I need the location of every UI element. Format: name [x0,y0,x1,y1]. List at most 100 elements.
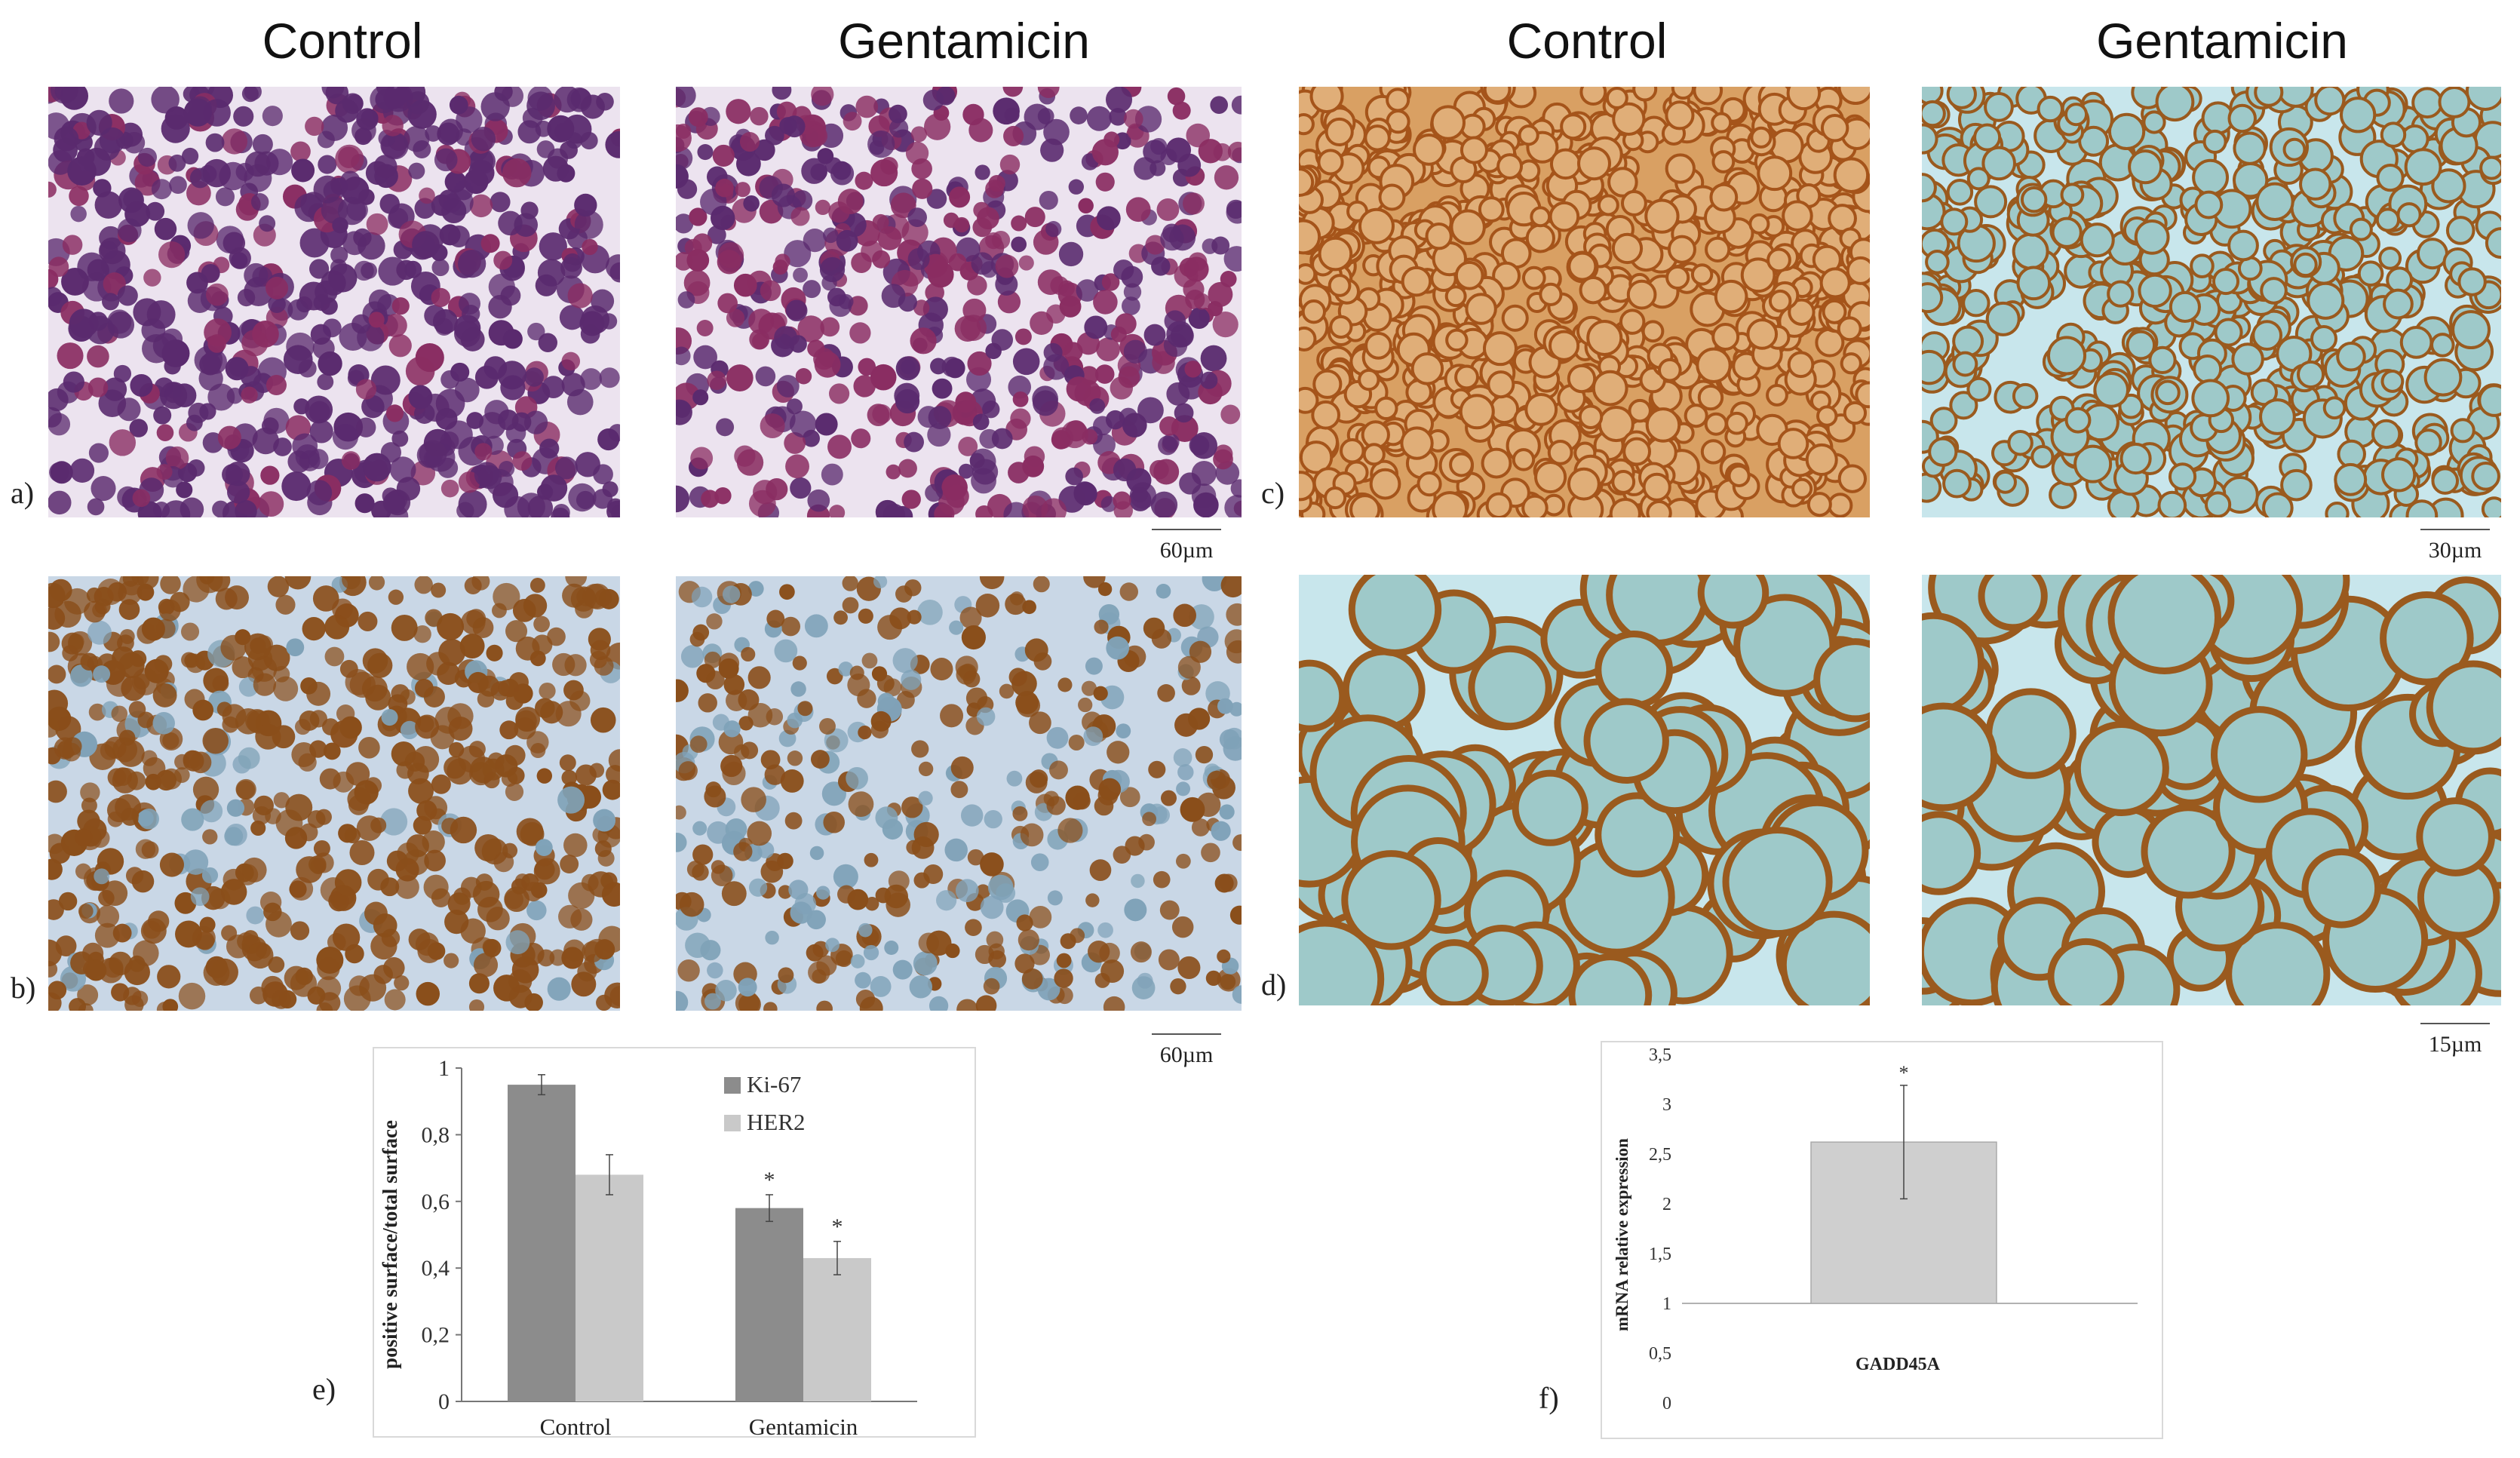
cell-nucleus [290,876,314,901]
cell-nucleus [103,377,127,401]
cell-nucleus [48,388,69,412]
cell-membrane [2049,480,2077,509]
scale-bar-c: 30µm [2414,529,2497,563]
cell-nucleus [535,839,553,857]
cell-nucleus [929,996,949,1011]
cell-nucleus [539,438,560,459]
header-left-control: Control [262,13,423,69]
cell-membrane [2299,167,2332,201]
cell-nucleus [1012,348,1040,376]
cell-nucleus [1011,236,1027,253]
cell-nucleus [373,155,397,179]
cell-nucleus [781,616,801,637]
cell-nucleus [1160,790,1177,806]
cell-nucleus [502,158,532,188]
cell-nucleus [707,370,726,391]
cell-membrane [1329,315,1353,339]
cell-nucleus [202,727,229,754]
cell-nucleus [594,655,614,676]
cell-membrane [1766,247,1791,273]
cell-membrane [2214,318,2243,347]
cell-nucleus [717,241,744,269]
cell-nucleus [48,747,61,765]
cell-nucleus [1220,974,1236,990]
cell-nucleus [755,366,776,387]
cell-nucleus [1059,295,1082,318]
cell-nucleus [307,986,326,1005]
cell-nucleus [408,385,433,410]
cell-membrane [2138,273,2172,308]
cell-membrane [1709,183,1739,212]
cell-membrane [1816,405,1838,427]
cell-nucleus [1137,397,1164,424]
cell-nucleus [364,777,382,794]
cell-nucleus [836,229,858,252]
cell-membrane [1711,150,1736,173]
cell-nucleus [1005,593,1027,615]
cell-nucleus [976,707,996,726]
cell-nucleus [592,489,613,509]
cell-nucleus [821,275,837,291]
cell-membrane [2282,137,2307,161]
cell-nucleus [1138,833,1155,851]
cell-nucleus [581,873,599,892]
chart-e-bar-her2-gentamicin [803,1257,871,1401]
cell-nucleus [493,852,514,873]
cell-nucleus [454,377,480,403]
cell-membrane [1312,369,1343,399]
micrograph-b-gentamicin [676,576,1242,1011]
cell-nucleus [333,771,355,793]
cell-nucleus [70,951,94,975]
cell-nucleus [1153,459,1180,485]
cell-nucleus [760,413,785,439]
cell-nucleus [444,953,459,968]
cell-nucleus [680,645,704,668]
cell-nucleus [499,461,515,477]
cell-nucleus [881,284,906,308]
cell-membrane [2204,491,2232,517]
cell-membrane [2451,310,2491,350]
cell-nucleus [299,281,328,311]
cell-membrane [2073,444,2113,483]
cell-nucleus [696,664,716,683]
cell-nucleus [362,453,391,482]
cell-membrane [1922,349,1947,385]
cell-nucleus [102,880,128,907]
cell-nucleus [549,949,566,966]
cell-nucleus [797,701,813,717]
cell-membrane [2119,442,2152,475]
cell-membrane [2426,660,2501,755]
cell-nucleus [962,671,981,688]
cell-nucleus [723,720,741,738]
cell-nucleus [55,935,77,957]
cell-nucleus [1057,818,1083,843]
cell-nucleus [1012,391,1029,407]
cell-nucleus [1015,691,1039,714]
cell-nucleus [48,181,57,198]
cell-nucleus [987,874,1014,901]
cell-nucleus [707,225,726,244]
cell-nucleus [1113,259,1134,281]
scale-bar-b: 60µm [1145,1033,1228,1068]
cell-nucleus [444,170,467,193]
cell-nucleus [1070,106,1088,124]
cell-nucleus [776,375,800,397]
cell-nucleus [559,754,576,772]
cell-membrane [1609,497,1641,517]
cell-nucleus [707,821,729,844]
cell-nucleus [677,291,695,308]
cell-nucleus [408,162,425,180]
cell-membrane [1487,370,1515,399]
cell-nucleus [458,249,487,278]
cell-nucleus [1093,686,1108,701]
cell-nucleus [842,576,858,591]
cell-nucleus [1095,172,1115,192]
cell-nucleus [1223,736,1242,761]
cell-membrane [1299,440,1334,474]
chart-e-category-label: Gentamicin [749,1413,858,1436]
cell-nucleus [958,437,978,456]
cell-nucleus [1083,726,1103,747]
cell-nucleus [792,655,807,671]
cell-nucleus [1097,922,1113,938]
cell-nucleus [143,269,161,287]
